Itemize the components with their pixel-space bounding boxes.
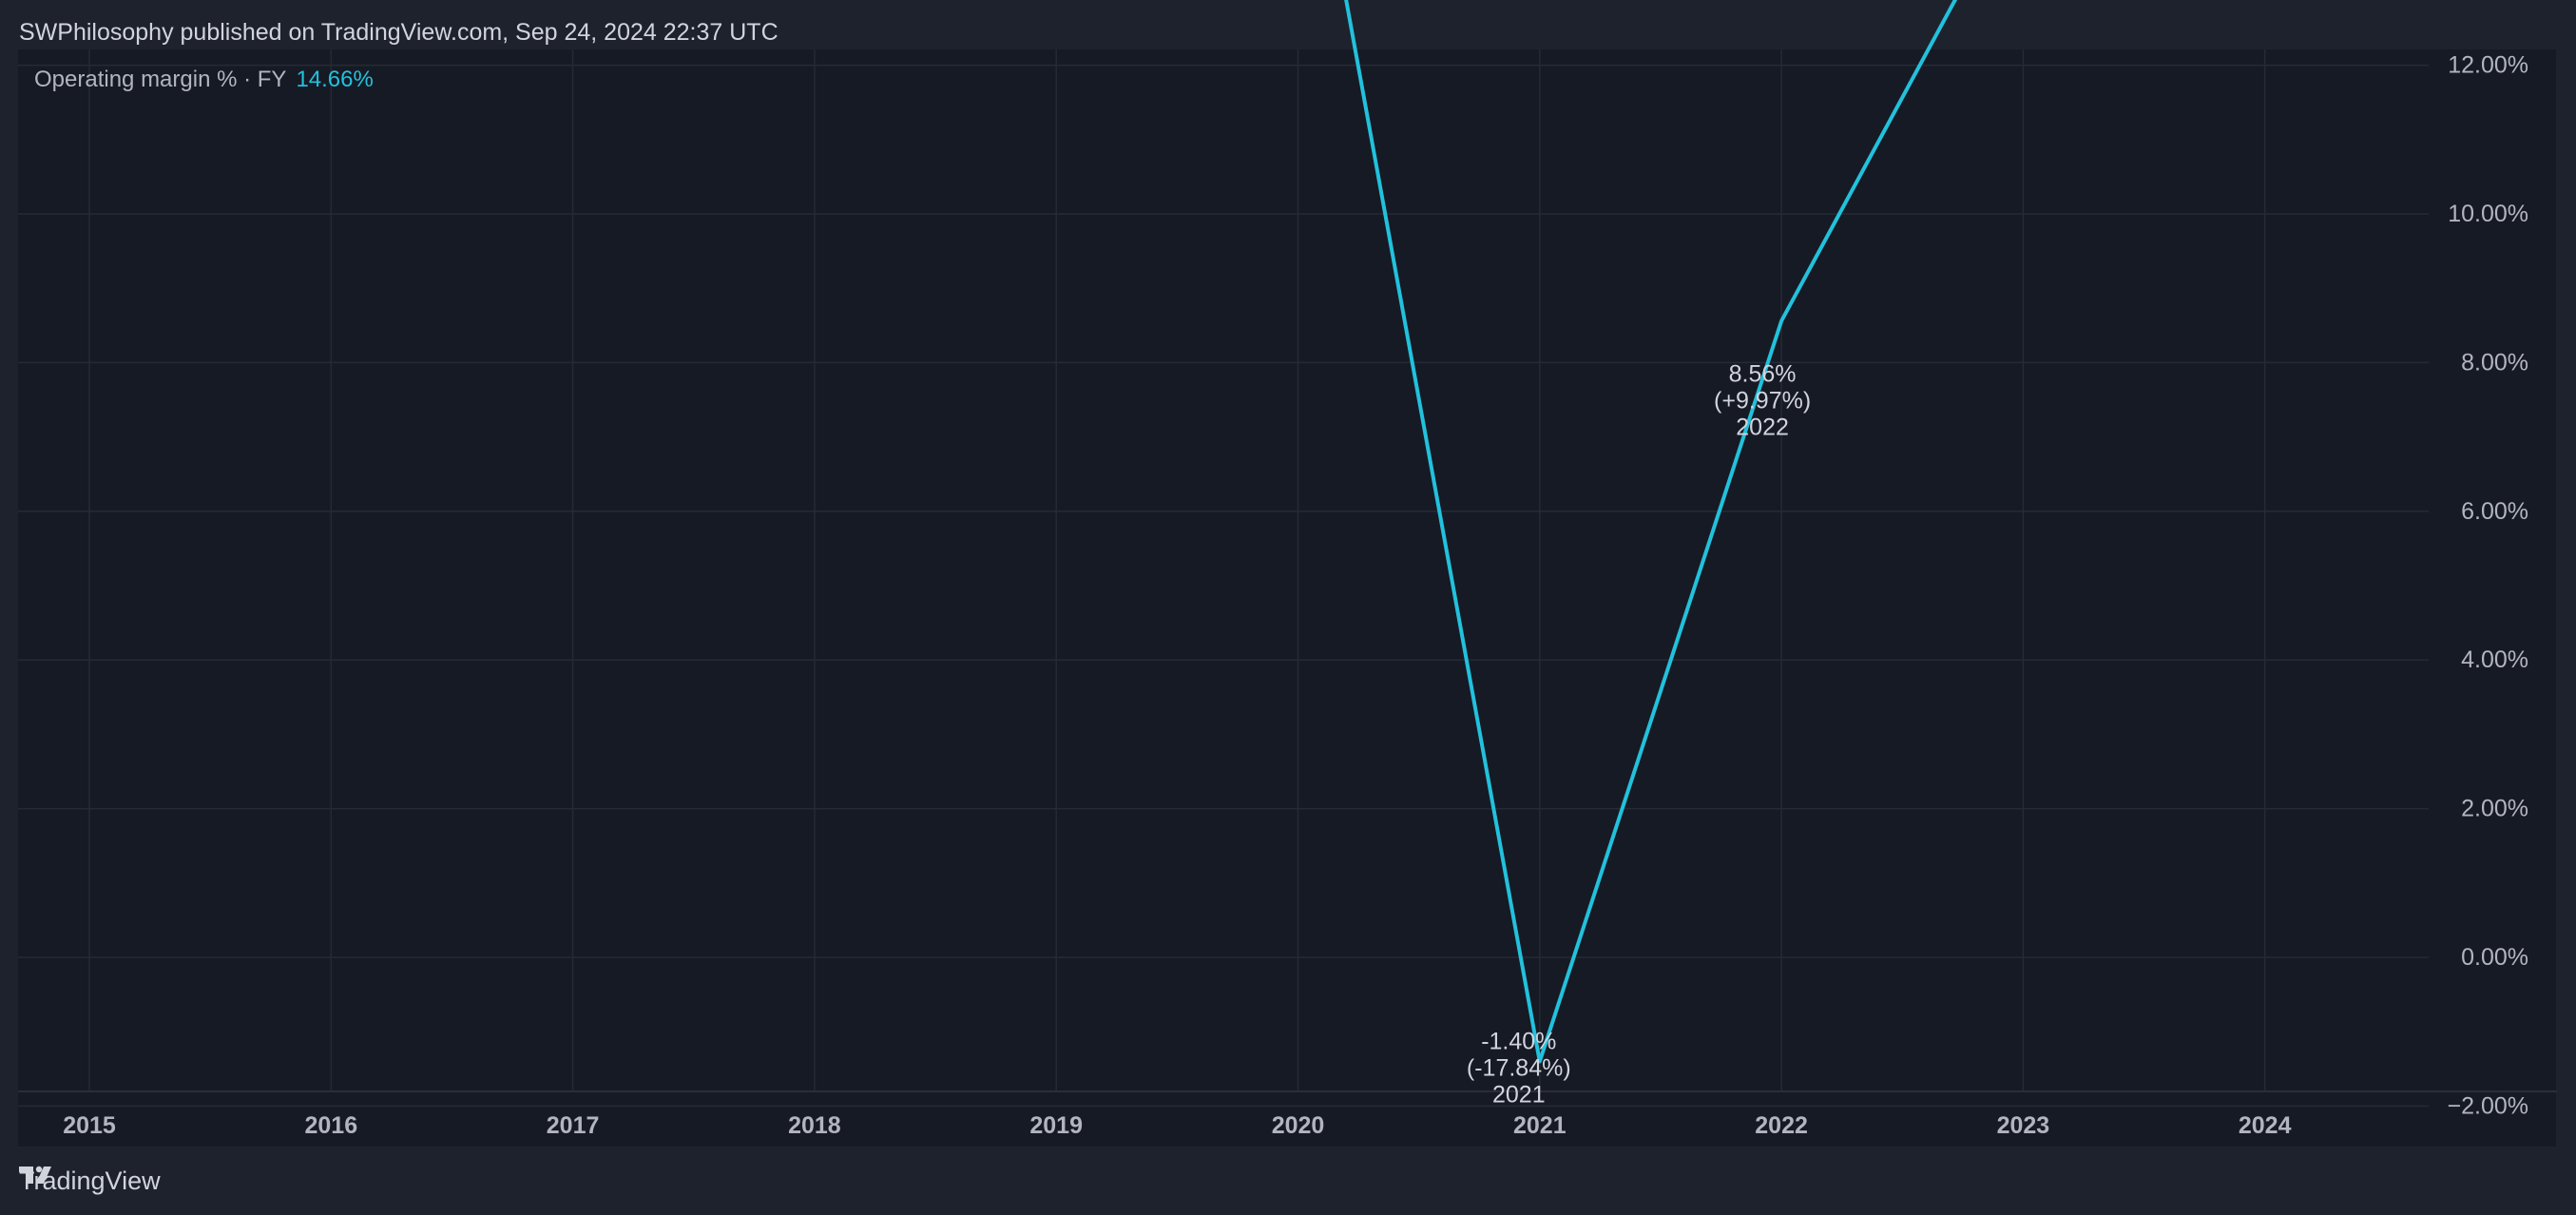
y-tick-label: 0.00% [2461, 944, 2528, 971]
x-tick-label: 2018 [788, 1112, 841, 1139]
x-tick-label: 2020 [1272, 1112, 1325, 1139]
x-tick-label: 2021 [1513, 1112, 1567, 1139]
y-tick-label: −2.00% [2448, 1092, 2529, 1119]
y-tick-label: 6.00% [2461, 498, 2528, 525]
chart-area[interactable] [18, 49, 2556, 1147]
series-line [1344, 0, 1958, 1064]
data-label-year: 2021 [1492, 1081, 1546, 1108]
y-tick-label: 8.00% [2461, 349, 2528, 376]
data-label-2021: -1.40%(-17.84%)2021 [1467, 1028, 1571, 1108]
y-tick-label: 12.00% [2448, 52, 2528, 79]
x-tick-label: 2016 [304, 1112, 357, 1139]
data-label-2022: 8.56%(+9.97%)2022 [1714, 361, 1811, 441]
chart-legend: Operating margin % · FY 14.66% [34, 67, 374, 93]
x-tick-label: 2024 [2239, 1112, 2292, 1139]
x-tick-label: 2023 [1997, 1112, 2050, 1139]
footer[interactable]: TradingView [19, 1164, 161, 1198]
x-axis: 2015 2016 2017 2018 2019 2020 2021 2022 2023 2024 [18, 1090, 2557, 1139]
data-label-change: (-17.84%) [1467, 1054, 1571, 1081]
data-labels: 19.30%(-2.42%)201521.25%(+1.95%)201621.5… [1467, 361, 1811, 1109]
tradingview-logo-icon [19, 1166, 51, 1184]
grid-lines [18, 49, 2429, 1108]
x-tick-label: 2019 [1029, 1112, 1083, 1139]
data-label-year: 2022 [1736, 415, 1789, 441]
y-tick-label: 4.00% [2461, 646, 2528, 673]
published-header: SWPhilosophy published on TradingView.co… [19, 19, 779, 46]
data-label-value: -1.40% [1481, 1028, 1556, 1054]
x-tick-label: 2015 [63, 1112, 116, 1139]
y-tick-label: 2.00% [2461, 796, 2528, 822]
data-label-change: (+9.97%) [1714, 388, 1811, 415]
x-tick-label: 2017 [547, 1112, 600, 1139]
data-label-value: 8.56% [1729, 361, 1797, 388]
x-tick-label: 2022 [1755, 1112, 1808, 1139]
legend-value: 14.66% [296, 67, 374, 92]
y-axis: 24.00%22.00%20.00%18.00%16.00%14.00%12.0… [2448, 52, 2529, 1120]
y-tick-label: 10.00% [2448, 201, 2528, 227]
legend-label: Operating margin % · FY [34, 67, 287, 92]
